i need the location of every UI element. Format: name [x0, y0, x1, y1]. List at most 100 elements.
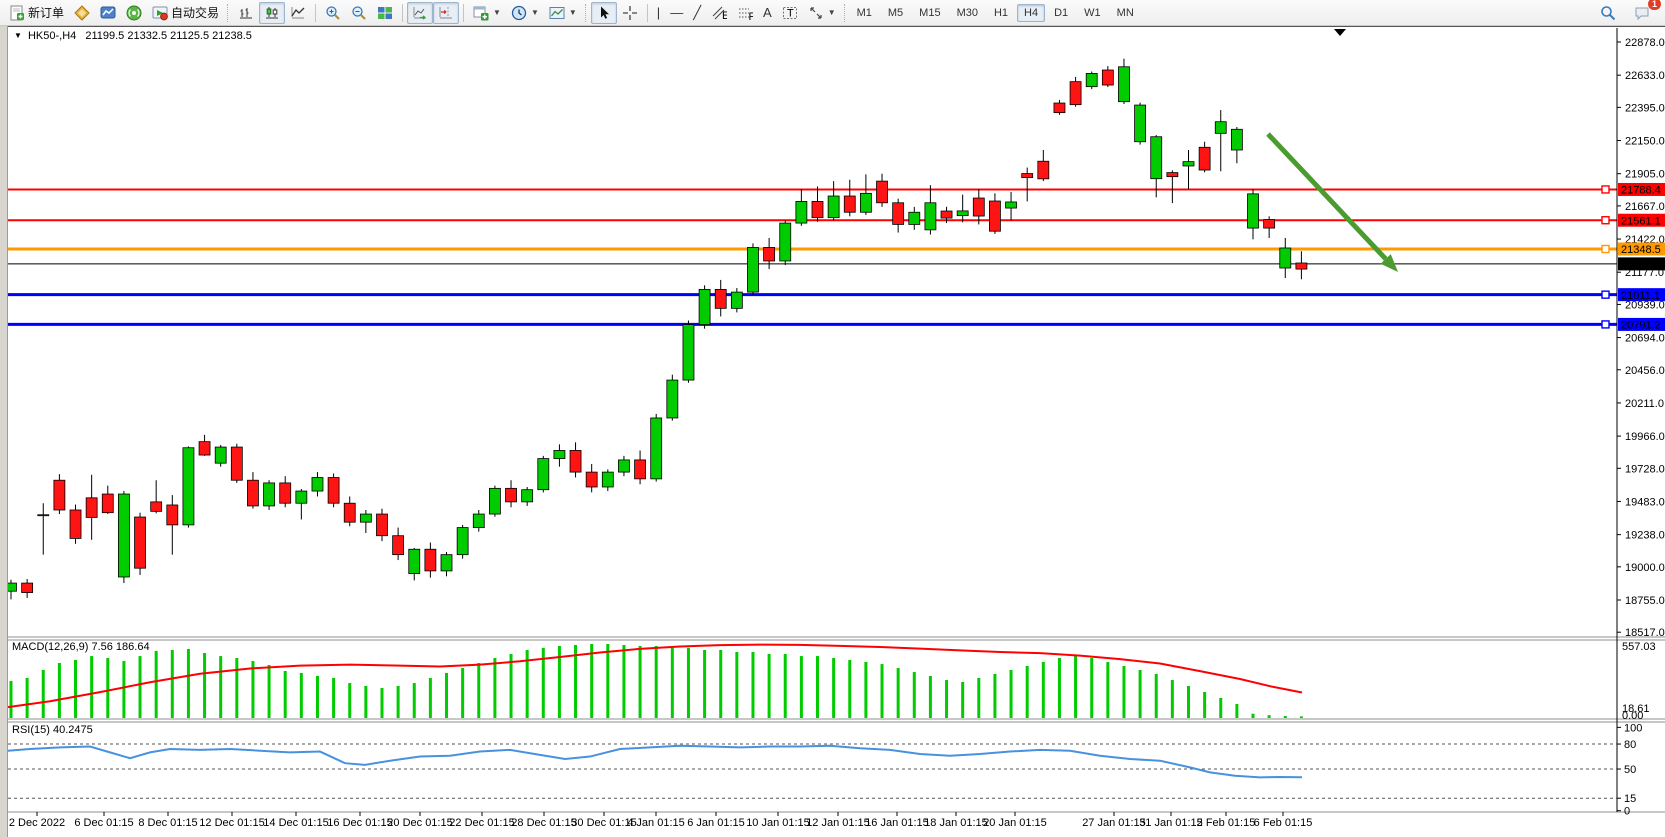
arrows-button[interactable]: ▼ — [803, 2, 841, 24]
macd-scale-max: 557.03 — [1622, 641, 1656, 653]
rsi-pane: 100 80 50 150 — [7, 722, 1642, 818]
candle-body — [488, 487, 501, 515]
toolbar-separator — [402, 3, 404, 22]
timeframe-group: M1 M5 M15 M30 H1 H4 D1 W1 MN — [850, 3, 1141, 22]
toolbar-handle — [843, 3, 847, 22]
search-button[interactable] — [1595, 2, 1621, 24]
timeframe-M30[interactable]: M30 — [956, 6, 978, 19]
chart-shift-icon — [439, 6, 453, 18]
candle-body — [650, 417, 663, 480]
rsi-scale-label: 50 — [1624, 764, 1636, 776]
text-button[interactable]: A — [758, 2, 777, 24]
tile-windows-icon — [378, 6, 393, 19]
candle-body — [150, 501, 163, 512]
candle-body — [972, 197, 985, 217]
candle-body — [940, 210, 953, 219]
candle-body — [908, 211, 921, 225]
fibonacci-button[interactable]: F — [732, 2, 758, 24]
crosshair-button[interactable] — [617, 2, 643, 24]
svg-text:21561.1: 21561.1 — [1621, 215, 1661, 227]
text-label-button[interactable]: T — [777, 2, 803, 24]
cursor-button[interactable] — [590, 1, 617, 24]
candle-body — [101, 493, 114, 514]
chart-title: ▼ HK50-,H4 21199.5 21332.5 21125.5 21238… — [14, 30, 252, 42]
timeframe-W1[interactable]: W1 — [1084, 6, 1101, 19]
price-axis-ticks: 22878.0 22633.0 22395.0 22150.0 21905.0 21667… — [1617, 37, 1665, 639]
timeframe-M5[interactable]: M5 — [887, 6, 904, 19]
templates-button[interactable]: ▼ — [544, 2, 582, 24]
candle-body — [1150, 136, 1163, 180]
zoom-in-button[interactable] — [320, 2, 346, 24]
market-watch-button[interactable] — [69, 2, 95, 24]
line-handle — [1601, 244, 1610, 254]
price-tick-label: 19000.0 — [1625, 562, 1665, 574]
rsi-scale-label: 100 — [1624, 722, 1642, 734]
line-handle — [1601, 216, 1610, 225]
new-order-button[interactable]: 新订单 — [4, 2, 69, 24]
data-window-button[interactable] — [95, 2, 121, 24]
price-tick-label: 21667.0 — [1625, 201, 1665, 213]
trendline-button[interactable]: ╱ — [688, 2, 706, 24]
toolbar-separator — [463, 3, 465, 22]
trend-arrow-shaft — [1266, 132, 1388, 261]
candle-body — [263, 482, 275, 507]
candle-body — [37, 514, 50, 517]
time-tick-label: 6 Dec 01:15 — [74, 817, 133, 829]
candle-body — [21, 582, 34, 593]
notifications-button[interactable]: 1 — [1629, 0, 1661, 24]
zoom-out-button[interactable] — [346, 2, 372, 24]
new-order-label: 新订单 — [28, 6, 65, 20]
svg-text:21788.4: 21788.4 — [1621, 185, 1661, 197]
candlestick-chart-button[interactable] — [259, 1, 286, 24]
dropdown-caret-icon: ▼ — [493, 8, 501, 17]
line-chart-button[interactable] — [285, 2, 311, 24]
price-tag: 21788.4 — [1618, 182, 1665, 197]
vertical-line-icon: | — [656, 4, 661, 20]
timeframe-M15[interactable]: M15 — [919, 6, 941, 19]
price-tick-label: 19483.0 — [1625, 496, 1665, 508]
candle-body — [214, 446, 227, 464]
time-tick-label: 20 Dec 01:15 — [387, 817, 452, 829]
search-icon — [1601, 5, 1616, 20]
price-tick-label: 20211.0 — [1625, 398, 1664, 410]
chat-bubble-icon — [1635, 7, 1649, 20]
time-tick-label: 10 Jan 01:15 — [746, 817, 810, 829]
candle-body — [763, 247, 776, 262]
timeframe-H4[interactable]: H4 — [1017, 3, 1046, 22]
vertical-line-button[interactable]: | — [652, 2, 665, 24]
candle-body — [618, 459, 630, 473]
candle-body — [1247, 193, 1259, 229]
new-chart-button[interactable]: ▼ — [468, 2, 506, 24]
line-handle — [1601, 320, 1610, 329]
autotrade-button[interactable]: 自动交易 — [147, 2, 224, 24]
svg-text:20791.2: 20791.2 — [1621, 320, 1661, 332]
chart-shift-button[interactable] — [433, 1, 460, 24]
notification-badge: 1 — [1647, 0, 1661, 10]
auto-scroll-button[interactable] — [407, 1, 434, 24]
periodicity-button[interactable]: ▼ — [506, 2, 544, 24]
timeframe-D1[interactable]: D1 — [1054, 6, 1069, 19]
price-tag: 21011.1 — [1618, 288, 1665, 302]
equidistant-channel-button[interactable]: E — [706, 2, 732, 24]
timeframe-H1[interactable]: H1 — [993, 6, 1009, 19]
signals-button[interactable] — [121, 2, 147, 24]
crosshair-icon — [622, 5, 637, 20]
time-tick-label: 16 Dec 01:15 — [327, 817, 392, 829]
bar-chart-button[interactable] — [233, 2, 259, 24]
new-order-icon — [10, 5, 24, 20]
candle-body — [634, 459, 646, 480]
tile-windows-button[interactable] — [372, 2, 398, 24]
timeframe-M1[interactable]: M1 — [856, 6, 872, 19]
candle-body — [1069, 81, 1082, 106]
candle-body — [892, 202, 905, 225]
candle-body — [392, 535, 405, 556]
candle-body — [343, 502, 356, 523]
svg-text:21011.1: 21011.1 — [1621, 290, 1660, 302]
timeframe-MN[interactable]: MN — [1116, 6, 1134, 19]
svg-text:21238.5: 21238.5 — [1621, 259, 1661, 271]
zoom-in-icon — [326, 5, 340, 20]
data-window-icon — [100, 6, 116, 18]
horizontal-line-button[interactable]: — — [665, 2, 688, 24]
candle-body — [182, 447, 195, 526]
